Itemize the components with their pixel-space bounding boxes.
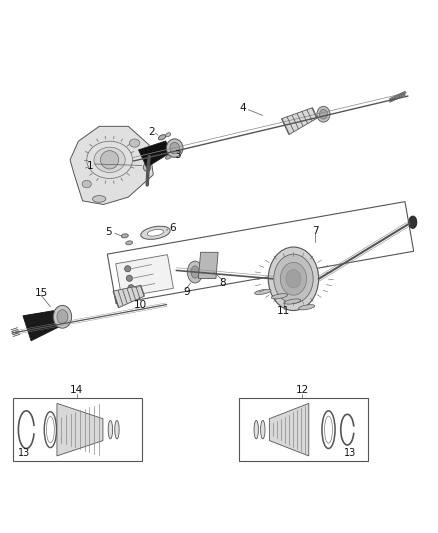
Polygon shape xyxy=(269,403,309,456)
Ellipse shape xyxy=(126,241,133,245)
Polygon shape xyxy=(198,252,218,279)
Ellipse shape xyxy=(298,305,315,310)
Ellipse shape xyxy=(53,305,72,328)
Text: 13: 13 xyxy=(344,448,357,458)
Ellipse shape xyxy=(187,261,203,283)
Ellipse shape xyxy=(164,150,170,154)
Ellipse shape xyxy=(170,142,180,154)
Ellipse shape xyxy=(166,133,171,136)
Text: 15: 15 xyxy=(35,288,48,298)
Ellipse shape xyxy=(284,299,301,304)
Ellipse shape xyxy=(254,421,258,439)
Circle shape xyxy=(128,285,134,291)
Ellipse shape xyxy=(57,310,68,324)
Ellipse shape xyxy=(261,421,265,439)
Polygon shape xyxy=(282,108,317,135)
Ellipse shape xyxy=(108,421,113,439)
Ellipse shape xyxy=(274,254,313,303)
Ellipse shape xyxy=(166,155,172,159)
Text: 3: 3 xyxy=(174,150,181,160)
Ellipse shape xyxy=(92,196,106,203)
Text: 7: 7 xyxy=(312,225,319,236)
Text: 12: 12 xyxy=(296,385,309,395)
Bar xyxy=(13,398,142,462)
Ellipse shape xyxy=(191,266,199,278)
Ellipse shape xyxy=(320,109,328,119)
Text: 4: 4 xyxy=(240,103,247,113)
Ellipse shape xyxy=(162,144,169,149)
Circle shape xyxy=(126,275,132,281)
Bar xyxy=(239,398,368,462)
Circle shape xyxy=(100,151,119,169)
Ellipse shape xyxy=(115,421,119,439)
Ellipse shape xyxy=(254,289,271,295)
Ellipse shape xyxy=(271,294,288,299)
Ellipse shape xyxy=(129,139,140,147)
Ellipse shape xyxy=(121,234,128,238)
Ellipse shape xyxy=(94,147,125,173)
Ellipse shape xyxy=(143,163,151,172)
Ellipse shape xyxy=(147,229,164,236)
Text: 2: 2 xyxy=(148,127,155,136)
Ellipse shape xyxy=(317,107,330,122)
Polygon shape xyxy=(116,255,173,297)
Ellipse shape xyxy=(159,135,166,140)
Polygon shape xyxy=(57,403,103,456)
Polygon shape xyxy=(113,285,145,308)
Polygon shape xyxy=(70,126,153,205)
Ellipse shape xyxy=(268,247,319,311)
Ellipse shape xyxy=(286,270,301,288)
Text: 14: 14 xyxy=(70,385,83,395)
Text: 5: 5 xyxy=(105,228,112,237)
Text: 8: 8 xyxy=(219,278,226,288)
Ellipse shape xyxy=(166,139,183,157)
Polygon shape xyxy=(138,141,171,167)
Text: 6: 6 xyxy=(170,223,177,233)
Text: 13: 13 xyxy=(18,448,30,458)
Ellipse shape xyxy=(280,262,307,295)
Ellipse shape xyxy=(141,226,170,239)
Ellipse shape xyxy=(409,216,417,228)
Text: 10: 10 xyxy=(134,300,147,310)
Text: 9: 9 xyxy=(183,287,190,297)
Ellipse shape xyxy=(82,180,91,188)
Circle shape xyxy=(125,266,131,272)
Text: 11: 11 xyxy=(277,306,290,316)
Text: 1: 1 xyxy=(86,161,93,171)
Polygon shape xyxy=(23,311,59,341)
